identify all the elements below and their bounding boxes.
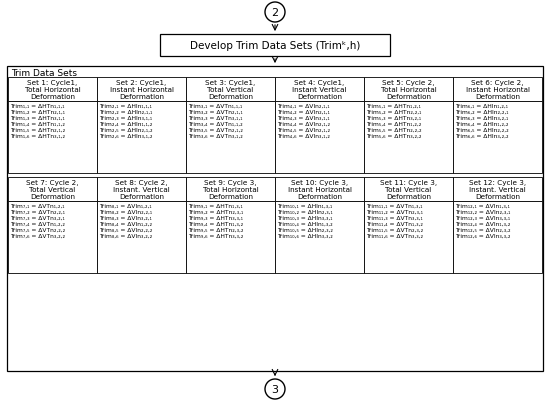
Text: 2: 2 — [272, 8, 278, 18]
FancyBboxPatch shape — [8, 78, 97, 102]
FancyBboxPatch shape — [97, 178, 186, 202]
Text: Trim₂,₁ = ΔHIn₁,₁,₁
Trim₂,₂ = ΔHIn₂,₁,₁
Trim₂,₃ = ΔHIn₃,₁,₁
Trim₂,₄ = ΔHIn₁,₁,₂
: Trim₂,₁ = ΔHIn₁,₁,₁ Trim₂,₂ = ΔHIn₂,₁,₁ … — [99, 104, 152, 139]
Text: Trim₈,₁ = ΔVIn₁,₂,₁
Trim₈,₂ = ΔVIn₂,₂,₁
Trim₈,₃ = ΔVIn₃,₂,₁
Trim₈,₄ = ΔVIn₁,₂,₂
: Trim₈,₁ = ΔVIn₁,₂,₁ Trim₈,₂ = ΔVIn₂,₂,₁ … — [99, 204, 152, 238]
Text: Set 2: Cycle1,
Instant Horizontal
Deformation: Set 2: Cycle1, Instant Horizontal Deform… — [109, 80, 173, 100]
FancyBboxPatch shape — [364, 202, 453, 273]
Text: Trim₁₀,₁ = ΔHIn₁,₃,₁
Trim₁₀,₂ = ΔHIn₂,₃,₁
Trim₁₀,₃ = ΔHIn₃,₃,₁
Trim₁₀,₄ = ΔHIn₁,: Trim₁₀,₁ = ΔHIn₁,₃,₁ Trim₁₀,₂ = ΔHIn₂,₃,… — [277, 204, 333, 238]
Text: Trim₉,₁ = ΔHTn₁,₃,₁
Trim₉,₂ = ΔHTn₂,₃,₁
Trim₉,₃ = ΔHTn₃,₃,₁
Trim₉,₄ = ΔHTn₁,₃,₂
: Trim₉,₁ = ΔHTn₁,₃,₁ Trim₉,₂ = ΔHTn₂,₃,₁ … — [188, 204, 243, 238]
Text: Trim₅,₁ = ΔHTn₁,₂,₁
Trim₅,₂ = ΔHTn₂,₂,₁
Trim₅,₃ = ΔHTn₃,₂,₁
Trim₅,₄ = ΔHTn₁,₂,₂
: Trim₅,₁ = ΔHTn₁,₂,₁ Trim₅,₂ = ΔHTn₂,₂,₁ … — [366, 104, 421, 139]
FancyBboxPatch shape — [186, 202, 275, 273]
FancyBboxPatch shape — [160, 35, 390, 57]
Text: Develop Trim Data Sets (Trimᵏ,h): Develop Trim Data Sets (Trimᵏ,h) — [190, 41, 360, 51]
Text: Trim₄,₁ = ΔVIn₂,₁,₁
Trim₄,₂ = ΔVIn₂,₁,₁
Trim₄,₃ = ΔVIn₃,₁,₁
Trim₄,₄ = ΔVIn₂,₁,₂
: Trim₄,₁ = ΔVIn₂,₁,₁ Trim₄,₂ = ΔVIn₂,₁,₁ … — [277, 104, 330, 139]
Text: Set 11: Cycle 3,
Total Vertical
Deformation: Set 11: Cycle 3, Total Vertical Deformat… — [380, 179, 437, 200]
FancyBboxPatch shape — [364, 178, 453, 202]
FancyBboxPatch shape — [186, 78, 275, 102]
FancyBboxPatch shape — [275, 102, 364, 173]
FancyBboxPatch shape — [8, 102, 97, 173]
FancyBboxPatch shape — [186, 102, 275, 173]
Text: Trim₃,₁ = ΔVTn₁,₁,₁
Trim₃,₂ = ΔVTn₂,₁,₁
Trim₃,₃ = ΔVTn₃,₁,₁
Trim₃,₄ = ΔVTn₁,₁,₂
: Trim₃,₁ = ΔVTn₁,₁,₁ Trim₃,₂ = ΔVTn₂,₁,₁ … — [188, 104, 243, 139]
Text: Set 4: Cycle1,
Instant Vertical
Deformation: Set 4: Cycle1, Instant Vertical Deformat… — [292, 80, 346, 100]
Text: Set 9: Cycle 3,
Total Horizontal
Deformation: Set 9: Cycle 3, Total Horizontal Deforma… — [202, 179, 258, 200]
FancyBboxPatch shape — [453, 78, 542, 102]
FancyBboxPatch shape — [275, 78, 364, 102]
Text: Trim₁₁,₁ = ΔVTn₁,₃,₁
Trim₁₁,₂ = ΔVTn₂,₃,₁
Trim₁₁,₃ = ΔVTn₃,₃,₁
Trim₁₁,₄ = ΔVTn₁,: Trim₁₁,₁ = ΔVTn₁,₃,₁ Trim₁₁,₂ = ΔVTn₂,₃,… — [366, 204, 423, 238]
Text: Set 12: Cycle 3,
Instant. Vertical
Deformation: Set 12: Cycle 3, Instant. Vertical Defor… — [469, 179, 526, 200]
FancyBboxPatch shape — [275, 202, 364, 273]
Text: Trim₇,₁ = ΔVTn₁,₂,₁
Trim₇,₂ = ΔVTn₂,₂,₁
Trim₇,₃ = ΔVTn₃,₂,₁
Trim₇,₄ = ΔVTn₁,₂,₂
: Trim₇,₁ = ΔVTn₁,₂,₁ Trim₇,₂ = ΔVTn₂,₂,₁ … — [10, 204, 65, 238]
Text: Trim Data Sets: Trim Data Sets — [11, 68, 77, 77]
FancyBboxPatch shape — [7, 67, 543, 371]
Text: Set 6: Cycle 2,
Instant Horizontal
Deformation: Set 6: Cycle 2, Instant Horizontal Defor… — [465, 80, 530, 100]
FancyBboxPatch shape — [97, 78, 186, 102]
Text: 3: 3 — [272, 384, 278, 394]
FancyBboxPatch shape — [186, 178, 275, 202]
FancyBboxPatch shape — [364, 102, 453, 173]
FancyBboxPatch shape — [453, 102, 542, 173]
Text: Set 7: Cycle 2,
Total Vertical
Deformation: Set 7: Cycle 2, Total Vertical Deformati… — [26, 179, 79, 200]
Text: Set 1: Cycle1,
Total Horizontal
Deformation: Set 1: Cycle1, Total Horizontal Deformat… — [25, 80, 80, 100]
Text: Trim₁,₁ = ΔHTn₁,₁,₁
Trim₁,₂ = ΔHTn₂,₁,₁
Trim₁,₃ = ΔHTn₃,₁,₁
Trim₁,₄ = ΔHTn₁,₁,₂
: Trim₁,₁ = ΔHTn₁,₁,₁ Trim₁,₂ = ΔHTn₂,₁,₁ … — [10, 104, 65, 139]
FancyBboxPatch shape — [97, 102, 186, 173]
FancyBboxPatch shape — [8, 178, 97, 202]
Text: Set 10: Cycle 3,
Instant Horizontal
Deformation: Set 10: Cycle 3, Instant Horizontal Defo… — [288, 179, 351, 200]
Text: Trim₆,₁ = ΔHIn₁,₂,₁
Trim₆,₂ = ΔHIn₂,₂,₁
Trim₆,₃ = ΔHIn₃,₂,₁
Trim₆,₄ = ΔHIn₁,₂,₂
: Trim₆,₁ = ΔHIn₁,₂,₁ Trim₆,₂ = ΔHIn₂,₂,₁ … — [455, 104, 509, 139]
Text: Trim₁₂,₁ = ΔVIn₁,₃,₁
Trim₁₂,₂ = ΔVIn₂,₃,₁
Trim₁₂,₃ = ΔVIn₃,₃,₁
Trim₁₂,₄ = ΔVIn₁,: Trim₁₂,₁ = ΔVIn₁,₃,₁ Trim₁₂,₂ = ΔVIn₂,₃,… — [455, 204, 510, 238]
FancyBboxPatch shape — [8, 202, 97, 273]
Text: Set 3: Cycle1,
Total Vertical
Deformation: Set 3: Cycle1, Total Vertical Deformatio… — [205, 80, 256, 100]
FancyBboxPatch shape — [364, 78, 453, 102]
Text: Set 8: Cycle 2,
Instant. Vertical
Deformation: Set 8: Cycle 2, Instant. Vertical Deform… — [113, 179, 170, 200]
Text: Set 5: Cycle 2,
Total Horizontal
Deformation: Set 5: Cycle 2, Total Horizontal Deforma… — [381, 80, 436, 100]
FancyBboxPatch shape — [275, 178, 364, 202]
FancyBboxPatch shape — [97, 202, 186, 273]
FancyBboxPatch shape — [453, 202, 542, 273]
FancyBboxPatch shape — [453, 178, 542, 202]
